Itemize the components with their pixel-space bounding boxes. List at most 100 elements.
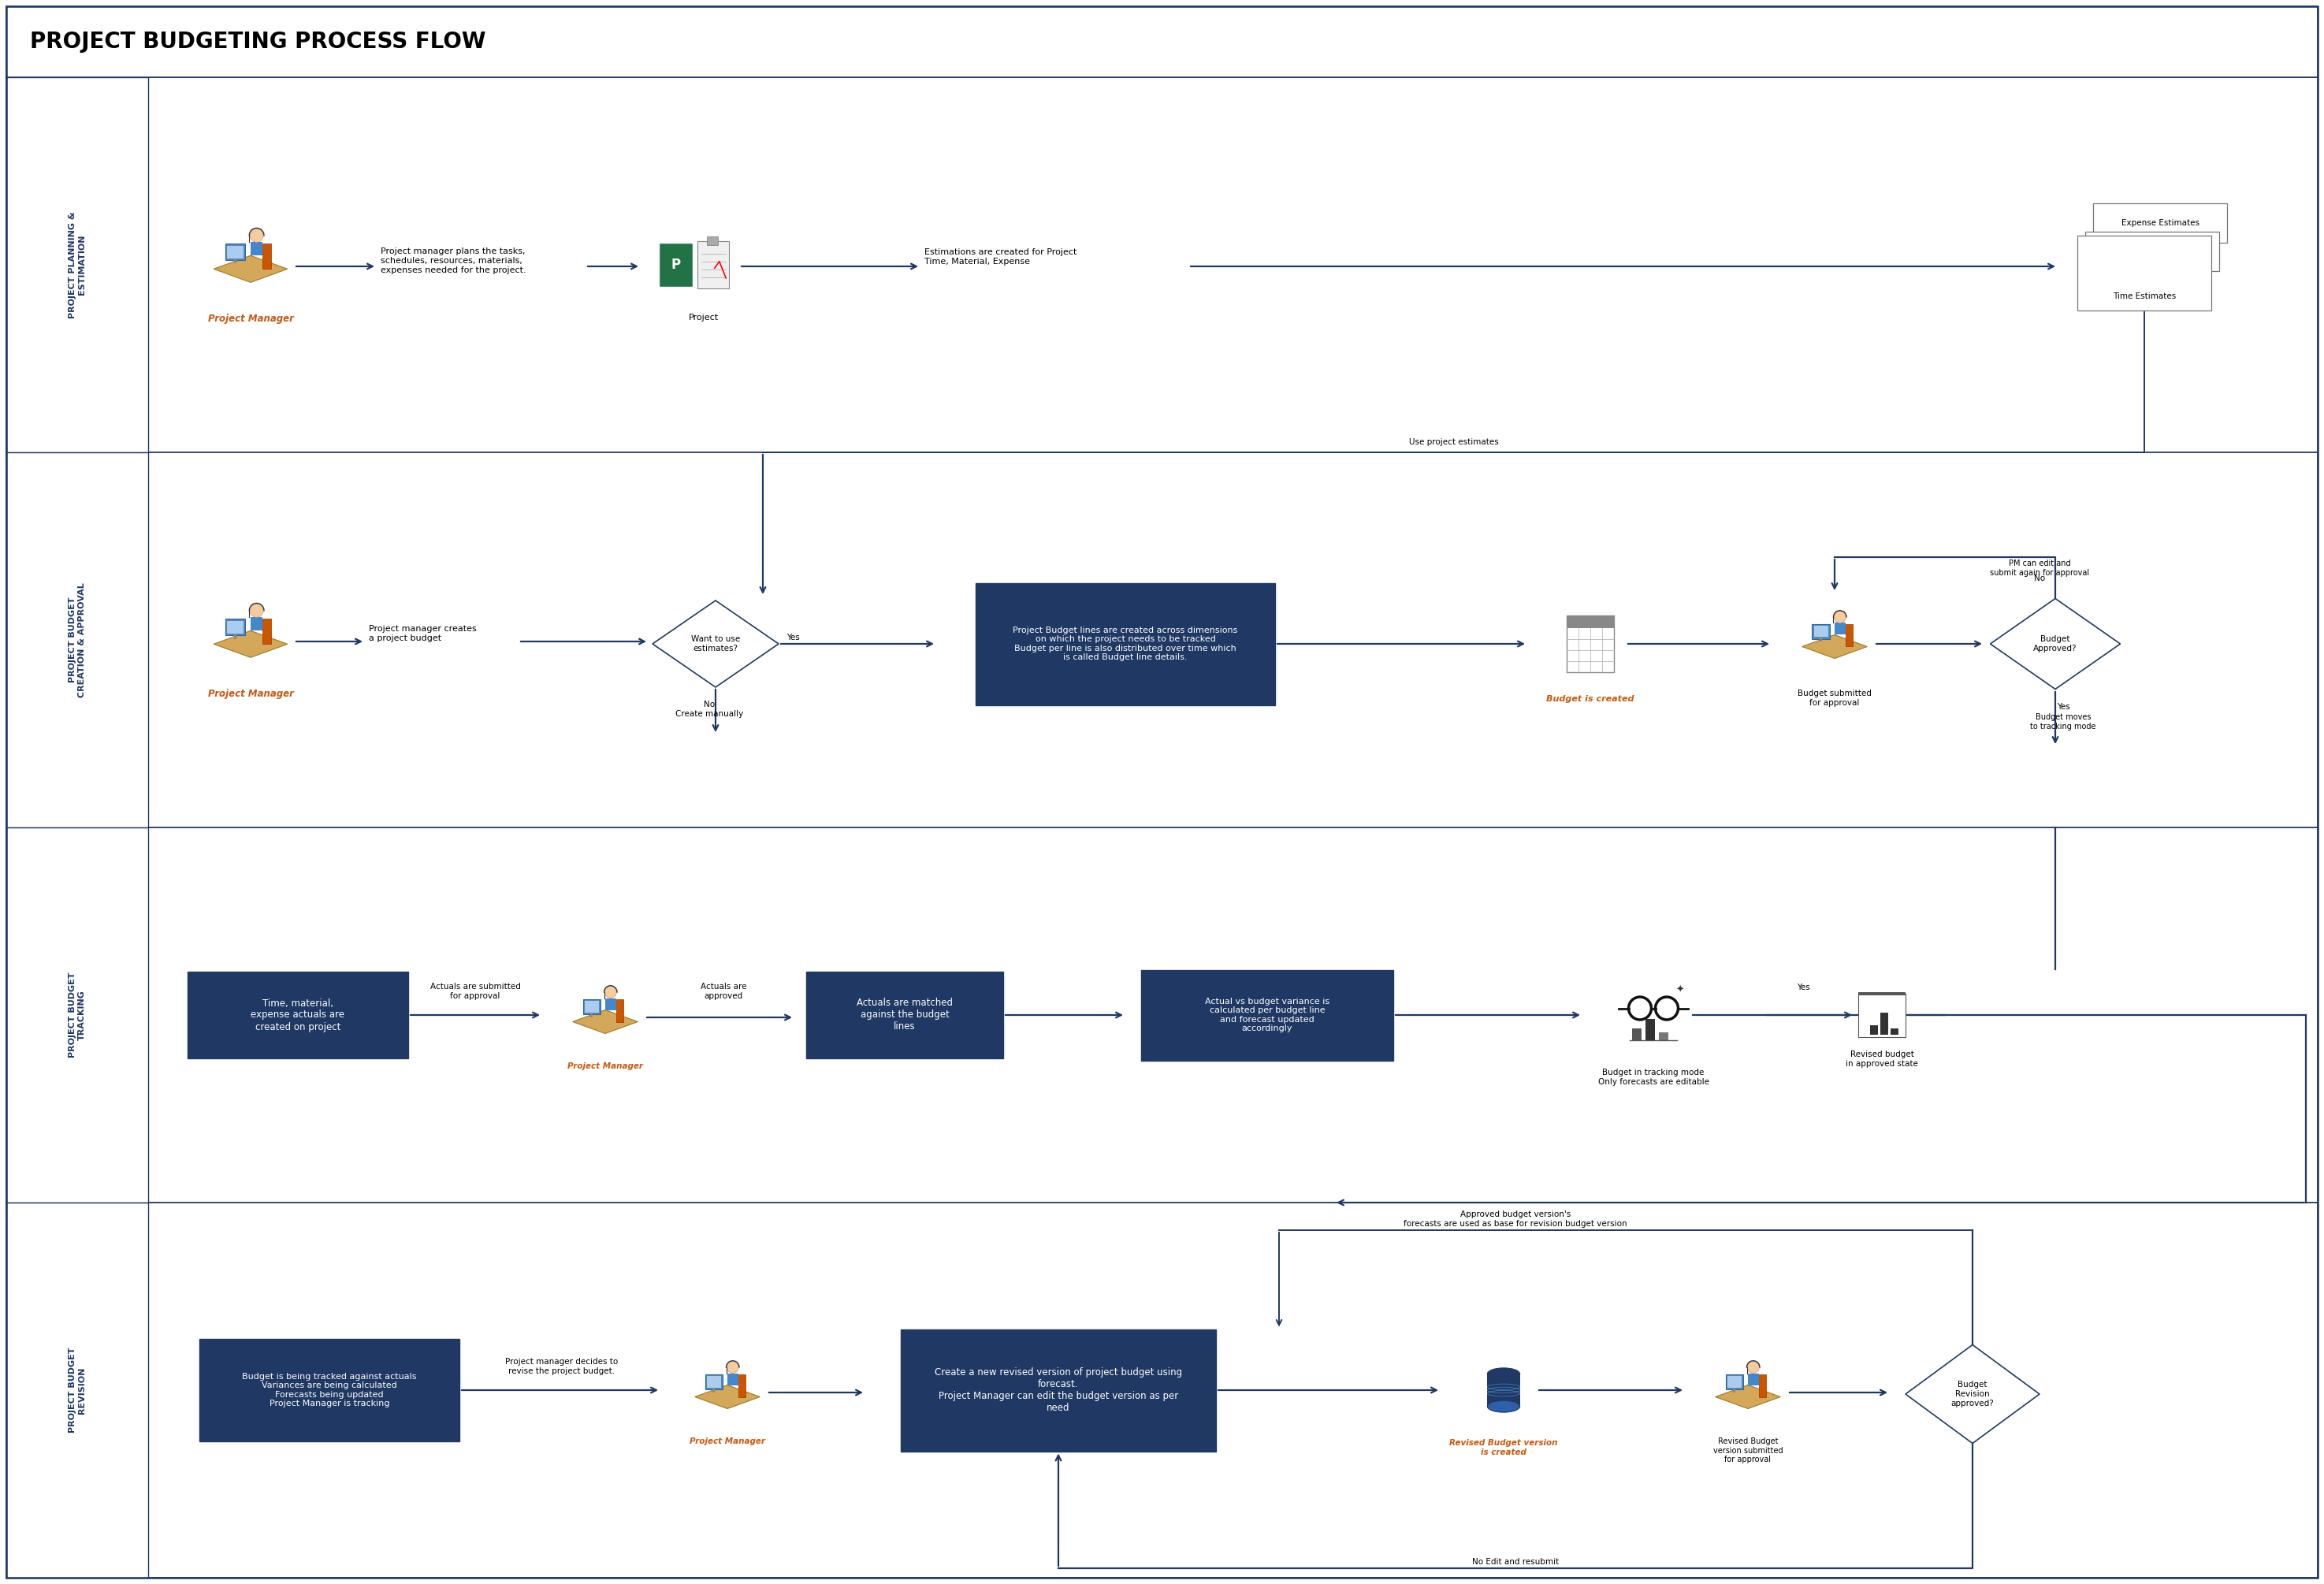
- Text: P: P: [672, 258, 681, 272]
- Text: Budget is being tracked against actuals
Variances are being calculated
Forecasts: Budget is being tracked against actuals …: [242, 1372, 416, 1408]
- Text: Time Estimates: Time Estimates: [2113, 293, 2175, 301]
- Text: No: No: [2033, 575, 2045, 583]
- Text: Time, material,
expense actuals are
created on project: Time, material, expense actuals are crea…: [251, 998, 344, 1031]
- Ellipse shape: [1487, 1369, 1520, 1380]
- Text: PROJECT BUDGET
CREATION & APPROVAL: PROJECT BUDGET CREATION & APPROVAL: [70, 583, 86, 697]
- Text: PROJECT PLANNING &
ESTIMATION: PROJECT PLANNING & ESTIMATION: [70, 211, 86, 318]
- Bar: [2094, 203, 2226, 242]
- Text: Actuals are
approved: Actuals are approved: [700, 982, 746, 1000]
- Bar: [225, 619, 246, 635]
- Circle shape: [251, 228, 263, 242]
- Bar: [902, 1329, 1215, 1451]
- Text: Material Estimates: Material Estimates: [2115, 247, 2192, 255]
- Text: Actuals are submitted
for approval: Actuals are submitted for approval: [430, 982, 521, 1000]
- Text: Revised budget
in approved state: Revised budget in approved state: [1845, 1050, 1917, 1068]
- Bar: [7, 1202, 149, 1578]
- Text: Want to use
estimates?: Want to use estimates?: [690, 635, 739, 653]
- Polygon shape: [214, 630, 288, 657]
- Text: Estimations are created for Project
Time, Material, Expense: Estimations are created for Project Time…: [925, 249, 1076, 266]
- Bar: [616, 1000, 623, 1022]
- Bar: [739, 1375, 746, 1397]
- Polygon shape: [653, 600, 779, 687]
- Bar: [806, 971, 1004, 1058]
- Bar: [590, 1012, 593, 1017]
- Bar: [7, 1202, 2317, 1578]
- Polygon shape: [1715, 1384, 1780, 1408]
- Bar: [2085, 231, 2219, 271]
- Bar: [1820, 637, 1822, 642]
- Text: Revised Budget
version submitted
for approval: Revised Budget version submitted for app…: [1713, 1437, 1783, 1464]
- Text: Project Manager: Project Manager: [207, 689, 293, 699]
- Bar: [1631, 1028, 1641, 1041]
- Circle shape: [251, 604, 263, 618]
- Bar: [7, 827, 149, 1202]
- Bar: [1880, 1012, 1887, 1034]
- Bar: [976, 583, 1276, 705]
- Bar: [1487, 1373, 1520, 1407]
- Bar: [2078, 236, 2212, 310]
- Bar: [583, 1000, 600, 1014]
- Polygon shape: [727, 1373, 739, 1384]
- Text: Project: Project: [688, 314, 718, 322]
- Text: No
Create manually: No Create manually: [676, 700, 744, 718]
- Bar: [200, 1338, 460, 1441]
- Bar: [1727, 1376, 1741, 1388]
- Polygon shape: [1748, 1373, 1759, 1384]
- Bar: [7, 453, 2317, 827]
- Polygon shape: [1801, 635, 1866, 659]
- Polygon shape: [1906, 1345, 2040, 1443]
- Bar: [1845, 624, 1852, 646]
- Polygon shape: [1989, 599, 2119, 689]
- Text: Budget
Revision
approved?: Budget Revision approved?: [1950, 1381, 1994, 1407]
- Text: Yes: Yes: [2057, 703, 2071, 711]
- Text: Project Manager: Project Manager: [567, 1063, 644, 1071]
- Polygon shape: [572, 1011, 637, 1033]
- Text: Actuals are matched
against the budget
lines: Actuals are matched against the budget l…: [858, 998, 953, 1031]
- Bar: [1871, 1025, 1878, 1034]
- Bar: [586, 1001, 600, 1012]
- Bar: [7, 78, 149, 453]
- Bar: [7, 453, 149, 827]
- Circle shape: [1834, 611, 1845, 623]
- Text: Project Manager: Project Manager: [207, 314, 293, 323]
- Bar: [706, 236, 718, 244]
- Bar: [235, 258, 237, 263]
- Text: Budget
Approved?: Budget Approved?: [2033, 635, 2078, 653]
- Text: PM can edit and
submit again for approval: PM can edit and submit again for approva…: [1989, 559, 2089, 577]
- Text: Budget in tracking mode
Only forecasts are editable: Budget in tracking mode Only forecasts a…: [1599, 1069, 1708, 1085]
- Bar: [704, 1375, 723, 1389]
- Bar: [225, 244, 246, 260]
- Bar: [263, 244, 270, 269]
- Bar: [1566, 615, 1613, 672]
- Text: Revised Budget version
is created: Revised Budget version is created: [1450, 1438, 1557, 1456]
- Text: No Edit and resubmit: No Edit and resubmit: [1471, 1559, 1559, 1567]
- Bar: [1724, 1375, 1743, 1389]
- Polygon shape: [695, 1384, 760, 1408]
- Text: Expense Estimates: Expense Estimates: [2122, 219, 2199, 227]
- Text: Use project estimates: Use project estimates: [1408, 439, 1499, 447]
- Bar: [263, 619, 270, 645]
- Text: Approved budget version's
forecasts are used as base for revision budget version: Approved budget version's forecasts are …: [1404, 1210, 1627, 1228]
- Bar: [706, 1376, 720, 1388]
- Bar: [235, 634, 237, 638]
- Text: PROJECT BUDGETING PROCESS FLOW: PROJECT BUDGETING PROCESS FLOW: [30, 30, 486, 52]
- Bar: [188, 971, 409, 1058]
- Bar: [7, 827, 2317, 1202]
- Polygon shape: [1834, 623, 1845, 635]
- Text: Budget is created: Budget is created: [1545, 695, 1634, 703]
- Bar: [713, 1388, 716, 1392]
- Text: PROJECT BUDGET
TRACKING: PROJECT BUDGET TRACKING: [70, 973, 86, 1058]
- Text: Project manager decides to
revise the project budget.: Project manager decides to revise the pr…: [504, 1357, 618, 1375]
- Bar: [1645, 1019, 1655, 1041]
- Bar: [1889, 1028, 1899, 1034]
- Text: Yes: Yes: [1796, 984, 1810, 992]
- Polygon shape: [251, 242, 263, 255]
- Text: Yes: Yes: [786, 634, 799, 642]
- Circle shape: [727, 1361, 739, 1373]
- Bar: [1859, 993, 1906, 1038]
- Bar: [1659, 1033, 1669, 1041]
- Bar: [7, 6, 2317, 78]
- Bar: [1759, 1375, 1766, 1397]
- Circle shape: [1748, 1361, 1759, 1373]
- Text: PROJECT BUDGET
REVISION: PROJECT BUDGET REVISION: [70, 1348, 86, 1434]
